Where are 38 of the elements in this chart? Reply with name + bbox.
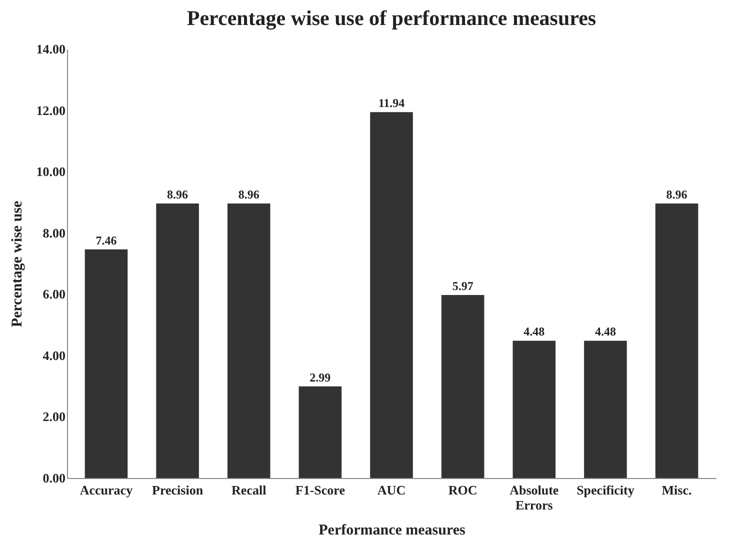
- x-tick-label: Recall: [232, 482, 267, 498]
- bar: [512, 340, 556, 478]
- x-tick-label: Precision: [152, 482, 204, 498]
- data-label: 7.46: [96, 233, 117, 248]
- data-label: 4.48: [594, 324, 616, 339]
- y-tick-label: 8.00: [42, 225, 66, 240]
- x-tick-label: Absolute Errors: [510, 482, 559, 512]
- x-tick-label: Misc.: [662, 482, 692, 498]
- bar: [370, 112, 413, 478]
- data-label: 8.96: [666, 187, 688, 202]
- y-tick-label: 2.00: [42, 409, 66, 424]
- bar: [655, 203, 698, 478]
- data-label: 2.99: [310, 370, 331, 384]
- bar: [84, 249, 128, 478]
- data-label: 4.48: [524, 324, 545, 339]
- x-axis-title: Performance measures: [318, 522, 466, 538]
- y-tick-label: 0.00: [42, 470, 66, 486]
- data-label: 8.96: [167, 187, 188, 202]
- y-tick-label: 10.00: [36, 164, 66, 180]
- bar: [227, 203, 270, 478]
- x-tick-label: Specificity: [576, 482, 635, 498]
- x-tick-label: Accuracy: [80, 482, 134, 498]
- x-tick-label: ROC: [448, 482, 478, 498]
- y-axis-title: Percentage wise use: [9, 200, 26, 328]
- data-label: 5.97: [452, 279, 474, 294]
- bar: [298, 386, 342, 478]
- y-tick-label: 6.00: [42, 286, 66, 302]
- x-tick-label: F1-Score: [295, 482, 346, 498]
- y-tick-label: 12.00: [36, 102, 66, 118]
- y-tick-label: 14.00: [36, 42, 66, 56]
- data-label: 11.94: [378, 96, 405, 110]
- y-tick-label: 4.00: [42, 348, 66, 363]
- x-tick-label: AUC: [377, 482, 406, 498]
- bar: [441, 295, 484, 478]
- bar: [584, 340, 627, 478]
- data-label: 8.96: [238, 187, 260, 202]
- bar: [156, 203, 199, 478]
- chart-title: Percentage wise use of performance measures: [186, 6, 596, 30]
